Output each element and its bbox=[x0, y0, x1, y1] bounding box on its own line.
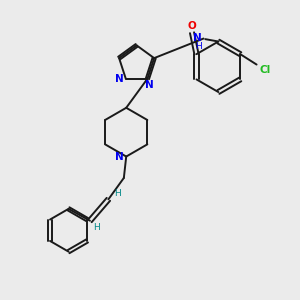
Text: N: N bbox=[115, 74, 124, 84]
Text: H: H bbox=[93, 223, 100, 232]
Text: N: N bbox=[193, 33, 201, 43]
Text: Cl: Cl bbox=[260, 65, 271, 75]
Text: H: H bbox=[114, 190, 121, 199]
Text: O: O bbox=[187, 21, 196, 31]
Text: N: N bbox=[115, 152, 124, 162]
Text: H: H bbox=[195, 42, 202, 51]
Text: N: N bbox=[146, 80, 154, 90]
